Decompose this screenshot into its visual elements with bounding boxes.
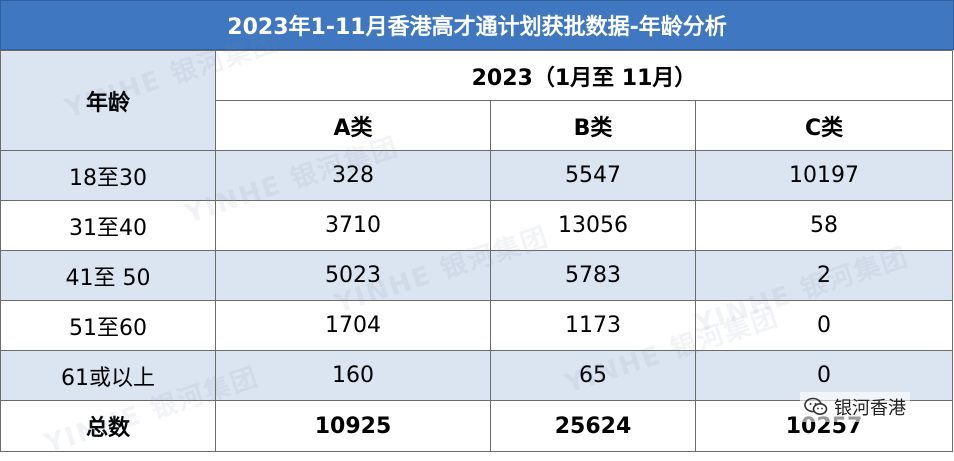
a-cell: 5023 [215,250,491,301]
b-cell: 5783 [490,250,696,301]
total-a: 10925 [215,400,491,452]
age-column-header: 年龄 [0,50,216,151]
column-header-b: B类 [490,100,696,151]
wechat-icon [804,397,828,417]
page-title: 2023年1-11月香港高才通计划获批数据-年龄分析 [0,0,954,50]
table-row: 61或以上 160 65 0 [0,350,954,401]
c-cell: 0 [694,300,954,351]
c-cell: 10197 [694,150,954,201]
c-cell: 58 [694,200,954,251]
period-group-header: 2023（1月至 11月） [214,50,954,101]
age-analysis-table: 年龄 2023（1月至 11月） A类 B类 C类 18至30 328 5547… [0,50,954,452]
a-cell: 328 [215,150,491,201]
age-cell: 18至30 [0,150,216,201]
total-label: 总数 [0,400,216,452]
a-cell: 3710 [215,200,491,251]
total-b: 25624 [490,400,696,452]
b-cell: 65 [490,350,696,401]
table-row: 18至30 328 5547 10197 [0,150,954,201]
b-cell: 13056 [490,200,696,251]
b-cell: 1173 [490,300,696,351]
table-row: 31至40 3710 13056 58 [0,200,954,251]
account-name: 银河香港 [834,398,906,419]
a-cell: 160 [215,350,491,401]
age-cell: 51至60 [0,300,216,351]
column-header-c: C类 [694,100,954,151]
column-header-a: A类 [215,100,491,151]
c-cell: 2 [694,250,954,301]
table-row: 51至60 1704 1173 0 [0,300,954,351]
account-badge: 银河香港 [800,392,910,422]
table-row: 41至 50 5023 5783 2 [0,250,954,301]
b-cell: 5547 [490,150,696,201]
age-cell: 31至40 [0,200,216,251]
age-cell: 61或以上 [0,350,216,401]
a-cell: 1704 [215,300,491,351]
age-cell: 41至 50 [0,250,216,301]
